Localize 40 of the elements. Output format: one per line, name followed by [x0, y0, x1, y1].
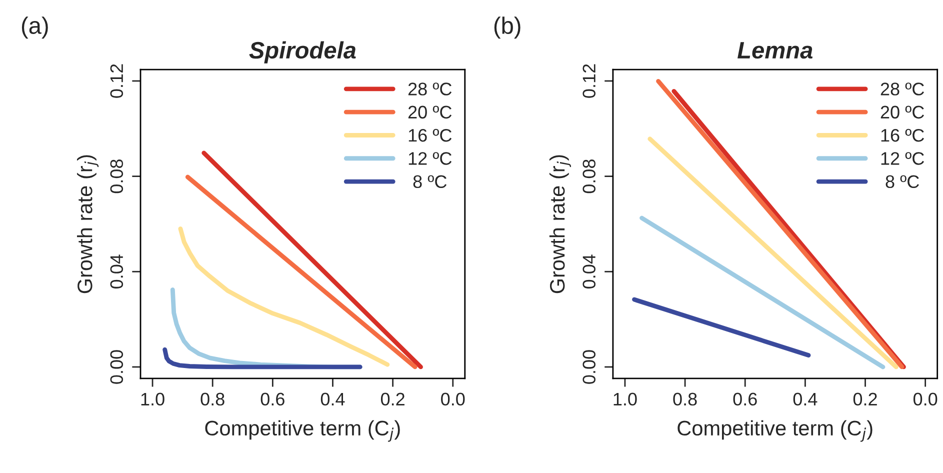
y-tick-label: 0.04: [582, 254, 596, 288]
chart-title: Lemna: [738, 42, 813, 59]
x-tick-label: 0.4: [793, 392, 818, 406]
line-series: [178, 226, 390, 367]
chart-title: Spirodela: [249, 41, 356, 64]
legend-label: 20 ºC: [880, 106, 924, 119]
text: (a): [22, 16, 48, 39]
x-tick-label: 0.2: [853, 392, 877, 406]
y-tick-label: 0.12: [110, 64, 124, 98]
x-axis-title: Competitive term (C$_{j}$): [678, 420, 872, 442]
y-tick-label: 0.08: [110, 160, 124, 194]
legend-label: 16 ºC: [408, 128, 452, 142]
legend-label: 8 ºC: [886, 175, 919, 188]
legend-label: 12 ºC: [408, 152, 452, 165]
y-tick-label: 0.00: [582, 350, 596, 384]
line-series: [162, 347, 362, 370]
y-tick-label: 0.00: [110, 350, 124, 384]
x-tick-label: 0.0: [913, 392, 938, 406]
x-tick-label: 1.0: [614, 392, 637, 406]
x-tick-label: 0.6: [260, 392, 284, 406]
x-axis-title: Competitive term (C$_{j}$): [205, 420, 400, 442]
x-tick-label: 1.0: [141, 392, 164, 406]
x-tick-label: 0.0: [441, 392, 465, 406]
y-tick-label: 0.08: [582, 160, 596, 194]
text: (b): [494, 16, 520, 39]
x-tick-label: 0.6: [733, 392, 757, 406]
y-tick-label: 0.12: [582, 64, 596, 98]
y-tick-label: 0.04: [110, 254, 124, 288]
legend-label: 12 ºC: [881, 152, 924, 165]
x-tick-label: 0.2: [380, 392, 404, 406]
legend-label: 20 ºC: [408, 106, 452, 119]
x-tick-label: 0.8: [673, 392, 697, 406]
legend-label: 28 ºC: [408, 82, 452, 96]
y-axis-title: Growth rate (r$_{j}$): [549, 155, 571, 294]
legend-label: 16 ºC: [881, 128, 924, 142]
legend-label: 8 ºC: [413, 175, 447, 188]
x-tick-label: 0.8: [200, 392, 224, 406]
y-axis-title: Growth rate (r$_{j}$): [77, 155, 99, 294]
legend-label: 28 ºC: [880, 82, 924, 96]
x-tick-label: 0.4: [320, 392, 345, 406]
